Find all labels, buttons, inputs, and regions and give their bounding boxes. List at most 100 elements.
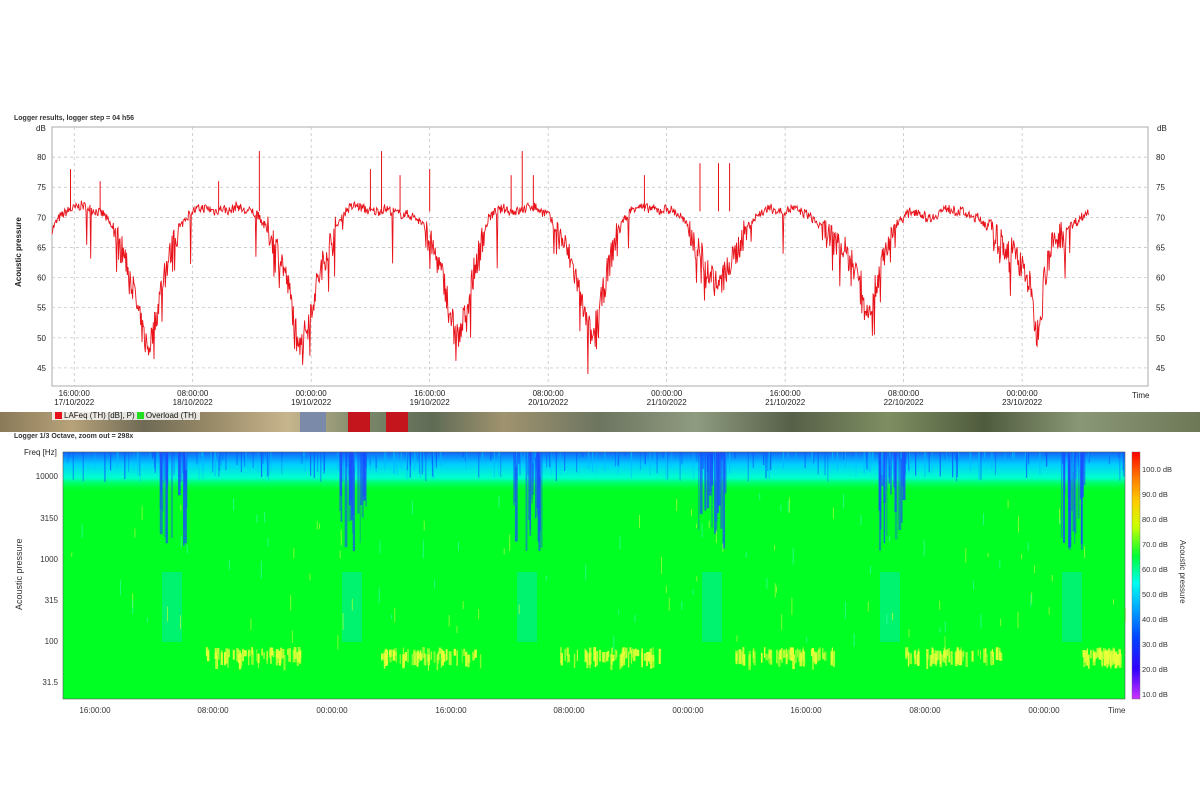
high-level-streak	[765, 653, 769, 661]
top-band-streak	[1024, 452, 1027, 469]
texture-streak	[1031, 592, 1033, 604]
low-level-streak	[540, 452, 543, 548]
top-band-streak	[1004, 452, 1006, 461]
top-band-streak	[400, 452, 402, 469]
low-level-streak	[901, 452, 904, 487]
high-level-streak	[658, 648, 661, 665]
low-level-streak	[183, 452, 185, 546]
low-level-streak	[711, 452, 714, 486]
high-level-streak	[971, 650, 974, 662]
texture-streak	[1059, 508, 1061, 524]
texture-streak	[422, 540, 424, 558]
texture-streak	[701, 523, 703, 538]
top-band-streak	[768, 452, 770, 479]
texture-streak	[434, 579, 436, 589]
high-level-streak	[788, 649, 791, 660]
top-band-streak	[931, 452, 933, 474]
high-level-streak	[407, 649, 409, 663]
texture-streak	[391, 614, 393, 619]
high-level-streak	[1101, 650, 1103, 660]
texture-streak	[342, 613, 344, 630]
high-level-streak	[929, 654, 933, 667]
high-level-streak	[945, 651, 948, 666]
high-level-streak	[790, 647, 793, 661]
texture-streak	[661, 557, 663, 575]
high-level-streak	[641, 652, 643, 668]
top-band-streak	[836, 452, 839, 470]
low-level-streak	[698, 452, 700, 530]
legend-label-lafeq: LAFeq (TH) [dB], P)	[64, 412, 135, 420]
high-level-streak	[247, 650, 250, 666]
top-band-streak	[236, 452, 238, 465]
high-level-streak	[207, 648, 210, 662]
top-band-streak	[546, 452, 548, 468]
high-level-streak	[430, 651, 433, 660]
colorbar-tick-label: 10.0 dB	[1142, 690, 1168, 699]
texture-streak	[132, 600, 134, 614]
texture-streak	[293, 548, 295, 559]
texture-streak	[980, 613, 982, 629]
y-tick-label: 50	[37, 334, 46, 343]
high-level-streak	[567, 647, 569, 663]
high-level-streak	[612, 654, 615, 662]
low-level-streak	[531, 452, 533, 500]
high-level-streak	[1108, 653, 1111, 664]
top-band-streak	[138, 452, 140, 471]
texture-streak	[792, 547, 794, 565]
high-level-streak	[1101, 651, 1103, 667]
top-band-streak	[465, 452, 467, 470]
texture-streak	[944, 621, 946, 633]
top-band-streak	[844, 452, 846, 469]
low-level-streak	[344, 452, 348, 548]
top-band-streak	[534, 452, 536, 458]
top-band-streak	[955, 452, 958, 482]
top-band-streak	[614, 452, 617, 467]
x-tick-date: 17/10/2022	[54, 398, 95, 407]
freq-tick-label: 315	[45, 596, 59, 605]
texture-streak	[780, 504, 782, 512]
high-level-streak	[402, 654, 406, 667]
high-level-streak	[802, 651, 806, 667]
texture-streak	[832, 507, 834, 519]
legend-item-overload: Overload (TH)	[136, 412, 197, 420]
low-level-streak	[531, 452, 535, 495]
texture-streak	[456, 625, 458, 634]
top-band-streak	[384, 452, 386, 470]
high-level-streak	[383, 650, 386, 663]
low-level-streak	[1068, 452, 1072, 547]
high-level-streak	[1098, 647, 1102, 660]
top-band-streak	[69, 452, 71, 458]
low-level-streak	[162, 452, 164, 512]
low-level-streak	[514, 452, 516, 503]
top-band-streak	[978, 452, 980, 479]
top-band-streak	[662, 452, 664, 458]
texture-streak	[860, 514, 862, 526]
texture-streak	[423, 520, 425, 531]
high-level-streak	[456, 650, 458, 666]
top-band-streak	[266, 452, 269, 477]
x-tick-time: 16:00:00	[770, 389, 802, 398]
top-band-streak	[117, 452, 119, 465]
top-band-streak	[747, 452, 749, 482]
high-level-streak	[588, 647, 592, 658]
high-level-streak	[956, 654, 960, 665]
low-level-streak	[185, 452, 188, 509]
high-level-streak	[738, 649, 742, 665]
high-level-streak	[785, 653, 788, 665]
top-band-streak	[196, 452, 198, 465]
top-band-streak	[202, 452, 204, 480]
high-level-streak	[1113, 651, 1115, 663]
low-level-streak	[348, 452, 351, 522]
high-level-streak	[280, 647, 282, 664]
colorbar-tick-label: 60.0 dB	[1142, 565, 1168, 574]
spec-x-tick-labels: 16:00:00 08:00:00 00:00:00 16:00:00 08:00:00…	[79, 706, 1060, 715]
top-band-streak	[604, 452, 606, 471]
high-level-streak	[437, 651, 439, 664]
top-band-streak	[939, 452, 941, 477]
top-band-streak	[527, 452, 529, 475]
texture-streak	[1021, 554, 1023, 560]
legend-strip: LAFeq (TH) [dB], P) Overload (TH)	[0, 412, 1200, 432]
y-tick-label-right: 70	[1156, 213, 1165, 222]
texture-streak	[1084, 546, 1086, 558]
high-level-streak	[296, 651, 299, 666]
